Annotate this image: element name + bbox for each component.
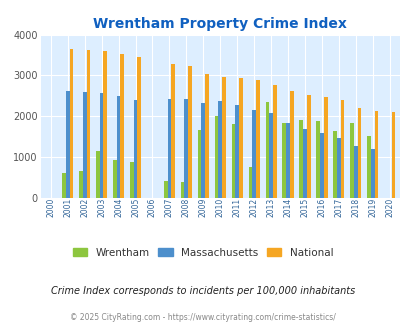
Bar — [66, 91, 69, 198]
Bar — [69, 50, 73, 198]
Bar — [239, 78, 242, 198]
Bar — [333, 131, 336, 198]
Bar — [62, 173, 66, 198]
Bar — [286, 123, 289, 198]
Bar — [222, 77, 225, 198]
Bar — [298, 120, 303, 198]
Bar — [197, 130, 201, 198]
Bar — [96, 151, 100, 198]
Bar — [272, 85, 276, 198]
Bar — [248, 167, 252, 198]
Bar — [218, 101, 222, 198]
Title: Wrentham Property Crime Index: Wrentham Property Crime Index — [93, 17, 346, 31]
Bar — [357, 108, 360, 198]
Bar — [201, 103, 205, 198]
Bar — [103, 51, 107, 198]
Bar — [214, 115, 218, 198]
Bar — [86, 50, 90, 198]
Bar — [130, 162, 133, 198]
Bar — [188, 66, 192, 198]
Bar — [319, 133, 323, 198]
Bar — [289, 91, 293, 198]
Bar — [100, 93, 103, 198]
Bar — [366, 136, 370, 198]
Bar — [303, 129, 306, 198]
Text: © 2025 CityRating.com - https://www.cityrating.com/crime-statistics/: © 2025 CityRating.com - https://www.city… — [70, 313, 335, 322]
Bar — [340, 100, 343, 198]
Bar — [269, 114, 272, 198]
Bar — [180, 182, 184, 198]
Bar — [113, 160, 116, 198]
Bar — [167, 99, 171, 198]
Bar — [235, 105, 239, 198]
Bar — [171, 64, 175, 198]
Bar — [133, 100, 137, 198]
Bar — [282, 123, 286, 198]
Bar — [231, 124, 235, 198]
Legend: Wrentham, Massachusetts, National: Wrentham, Massachusetts, National — [68, 244, 337, 262]
Bar — [391, 112, 394, 198]
Bar — [315, 121, 319, 198]
Text: Crime Index corresponds to incidents per 100,000 inhabitants: Crime Index corresponds to incidents per… — [51, 286, 354, 296]
Bar — [350, 123, 353, 198]
Bar — [83, 92, 86, 198]
Bar — [353, 146, 357, 198]
Bar — [79, 171, 83, 198]
Bar — [120, 54, 124, 198]
Bar — [163, 181, 167, 198]
Bar — [323, 97, 327, 198]
Bar — [184, 99, 188, 198]
Bar — [252, 110, 256, 198]
Bar — [370, 148, 374, 198]
Bar — [374, 111, 377, 198]
Bar — [265, 102, 269, 198]
Bar — [306, 95, 310, 198]
Bar — [205, 74, 209, 198]
Bar — [256, 80, 259, 198]
Bar — [336, 138, 340, 198]
Bar — [137, 57, 141, 198]
Bar — [116, 96, 120, 198]
